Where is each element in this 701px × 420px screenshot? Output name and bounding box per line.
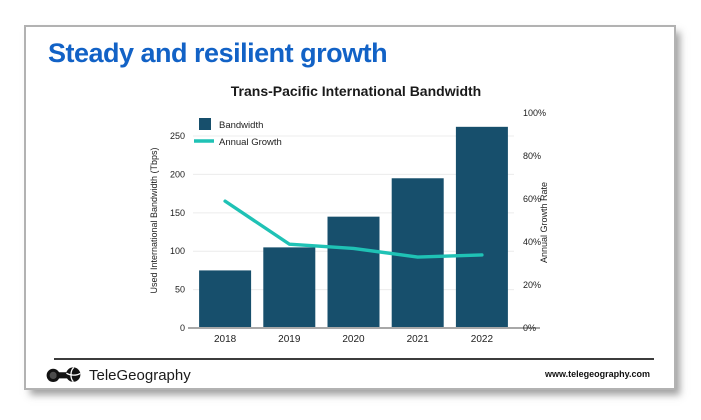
brand-name: TeleGeography xyxy=(89,366,191,384)
right-axis-tick-label: 100% xyxy=(523,108,546,118)
bar-2018 xyxy=(199,270,252,328)
annual-growth-line xyxy=(223,199,484,259)
left-axis-tick-label: 0 xyxy=(180,323,185,333)
left-axis-title: Used International Bandwidth (Tbps) xyxy=(149,147,159,293)
combo-chart: 0 50 100 150 200 250 0% 20% 40% 60% 80% 100% 2018 201… xyxy=(149,108,549,345)
left-axis-tick-label: 50 xyxy=(175,285,185,295)
bar-2019 xyxy=(263,247,316,328)
x-axis-label: 2022 xyxy=(471,334,494,345)
bar-2020 xyxy=(327,216,380,328)
right-axis-tick-label: 80% xyxy=(523,151,541,161)
x-axis-label: 2019 xyxy=(278,334,301,345)
page-title: Steady and resilient growth xyxy=(48,38,388,68)
right-axis-title: Annual Growth Rate xyxy=(539,182,549,263)
telegeography-logo-icon xyxy=(46,367,81,383)
legend-bandwidth-label: Bandwidth xyxy=(219,120,263,131)
left-axis-tick-label: 200 xyxy=(170,169,185,179)
x-axis-label: 2018 xyxy=(214,334,237,345)
footer-divider xyxy=(54,358,654,360)
x-axis-label: 2020 xyxy=(342,334,365,345)
left-axis-tick-label: 250 xyxy=(170,131,185,141)
chart-title: Trans-Pacific International Bandwidth xyxy=(230,83,482,99)
right-axis-tick-label: 60% xyxy=(523,194,541,204)
website-url: www.telegeography.com xyxy=(544,369,650,379)
right-axis-tick-label: 20% xyxy=(523,280,541,290)
bar-2022 xyxy=(455,126,508,328)
left-axis-tick-label: 150 xyxy=(170,208,185,218)
left-axis-tick-label: 100 xyxy=(170,246,185,256)
legend-bandwidth-swatch xyxy=(199,118,211,130)
brand-logo: TeleGeography xyxy=(46,364,191,386)
x-axis-label: 2021 xyxy=(407,334,430,345)
legend-growth-label: Annual Growth xyxy=(219,137,282,148)
slide: Steady and resilient growth Trans-Pacifi… xyxy=(24,25,676,390)
right-axis-tick-label: 40% xyxy=(523,237,541,247)
right-axis-tick-label: 0% xyxy=(523,323,536,333)
